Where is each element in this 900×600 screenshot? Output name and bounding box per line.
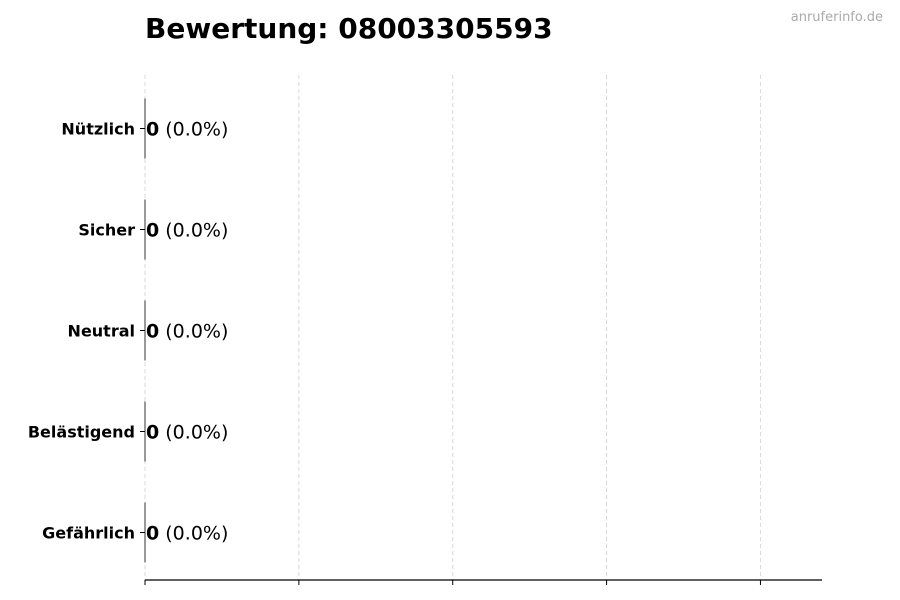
- percent-label: (0.0%): [159, 321, 228, 343]
- percent-label: (0.0%): [159, 422, 228, 444]
- data-label: 0 (0.0%): [146, 220, 228, 242]
- data-label: 0 (0.0%): [146, 119, 228, 141]
- value-label: 0: [146, 220, 159, 242]
- value-label: 0: [146, 523, 159, 545]
- percent-label: (0.0%): [159, 119, 228, 141]
- chart-title: Bewertung: 08003305593: [145, 12, 553, 45]
- category-label: Neutral: [68, 322, 135, 341]
- percent-label: (0.0%): [159, 220, 228, 242]
- data-label: 0 (0.0%): [146, 321, 228, 343]
- data-label: 0 (0.0%): [146, 422, 228, 444]
- value-label: 0: [146, 321, 159, 343]
- value-label: 0: [146, 119, 159, 141]
- category-label: Gefährlich: [42, 524, 135, 543]
- category-label: Nützlich: [61, 120, 135, 139]
- category-label: Sicher: [78, 221, 135, 240]
- category-label: Belästigend: [28, 423, 135, 442]
- value-label: 0: [146, 422, 159, 444]
- percent-label: (0.0%): [159, 523, 228, 545]
- data-label: 0 (0.0%): [146, 523, 228, 545]
- watermark: anruferinfo.de: [790, 10, 883, 25]
